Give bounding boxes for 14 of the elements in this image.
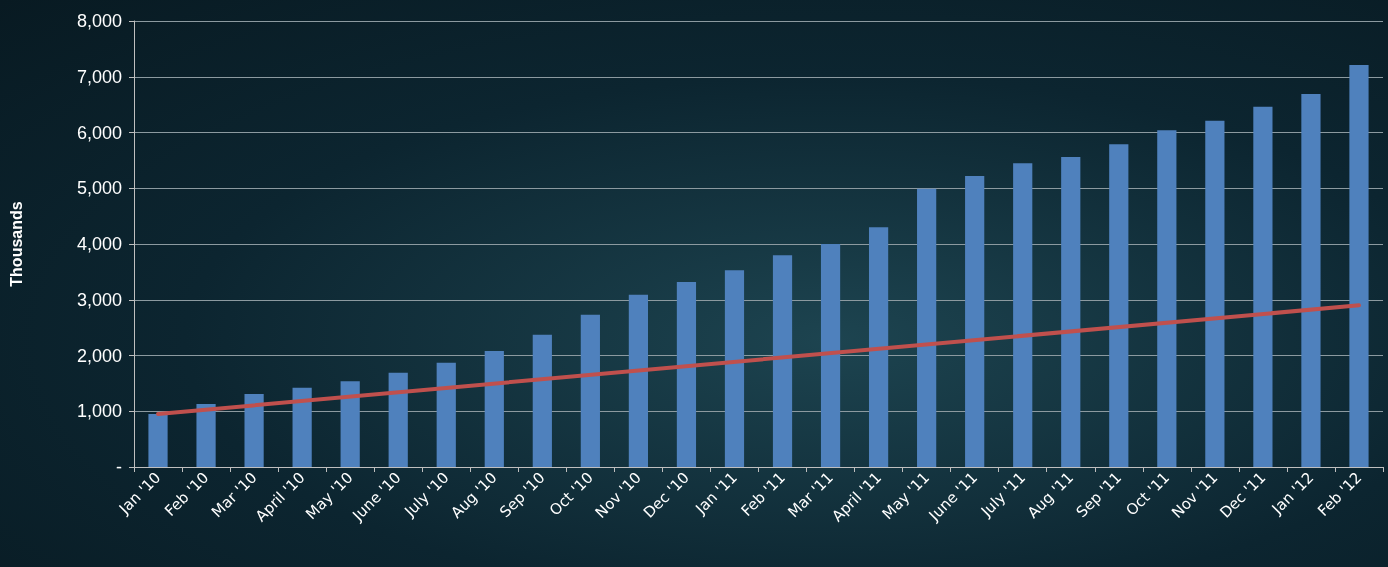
x-tick-label: Sep '10	[496, 468, 549, 522]
y-tick-label: 8,000	[76, 11, 122, 31]
y-tick-label: 7,000	[76, 66, 122, 87]
x-tick-label: Jan '11	[691, 468, 741, 519]
y-tick-label: 4,000	[76, 234, 122, 254]
y-tick-label: -	[116, 457, 122, 477]
y-tick-label: 5,000	[76, 178, 122, 199]
x-tick-label: Sep '11	[1072, 468, 1126, 522]
y-tick-label: 6,000	[76, 122, 122, 143]
y-tick-label: 1,000	[76, 401, 122, 422]
y-tick-label: 3,000	[76, 289, 122, 310]
y-axis-title: Thousands	[7, 201, 25, 287]
y-tick-label: 2,000	[76, 345, 122, 366]
x-tick-label: Dec '10	[639, 468, 693, 522]
